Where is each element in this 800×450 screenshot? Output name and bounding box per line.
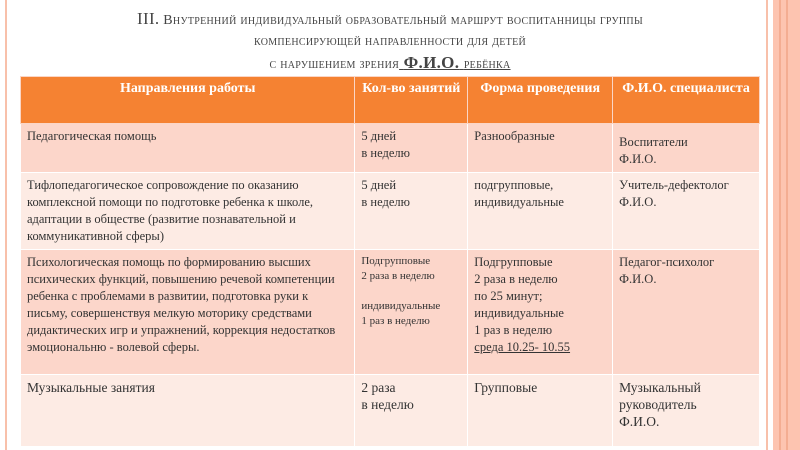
title-line3: с нарушением зрения: [269, 57, 400, 72]
cell-line: 5 дней: [361, 178, 397, 192]
cell-count: Подгрупповые 2 раза в неделю индивидуальн…: [354, 249, 469, 375]
cell-line: Ф.И.О.: [619, 272, 657, 286]
cell-line: Разнообразные: [474, 129, 555, 143]
table-row: Педагогическая помощь 5 дней в неделю Разно…: [19, 123, 760, 173]
cell-line: 2 раза в неделю: [361, 270, 435, 282]
cell-line: подгрупповые,: [474, 178, 554, 192]
cell-line: руководитель: [619, 397, 697, 412]
cell-line: Групповые: [474, 380, 538, 395]
slide-title: III. Внутренний индивидуальный образоват…: [20, 8, 760, 75]
cell-line: Музыкальный: [619, 380, 701, 395]
title-child-label: ребёнка: [463, 57, 511, 72]
header-count: Кол-во занятий: [354, 76, 469, 124]
cell-count: 2 раза в неделю: [354, 374, 469, 447]
table-row: Психологическая помощь по формированию в…: [19, 249, 760, 375]
cell-specialist: Музыкальный руководитель Ф.И.О.: [612, 374, 760, 447]
cell-form: Групповые: [467, 374, 614, 447]
cell-line: Учитель-дефектолог: [619, 178, 729, 192]
cell-line: 1 раз в неделю: [361, 315, 430, 327]
header-direction: Направления работы: [19, 76, 356, 124]
cell-line: индивидуальные: [474, 195, 564, 209]
cell-specialist: Педагог-психолог Ф.И.О.: [612, 249, 760, 375]
cell-line: 5 дней: [361, 129, 397, 143]
cell-form: Подгрупповые 2 раза в неделю по 25 минут; и…: [467, 249, 614, 375]
title-child-name: Ф.И.О.: [403, 53, 460, 72]
cell-line: Ф.И.О.: [619, 414, 660, 429]
cell-line: Педагог-психолог: [619, 255, 715, 269]
table-header: Направления работы Кол-во занятий Форма …: [19, 76, 760, 124]
right-decorative-band: [773, 0, 800, 450]
cell-line: Ф.И.О.: [619, 195, 657, 209]
cell-line: в неделю: [361, 146, 410, 160]
cell-count: 5 дней в неделю: [354, 123, 469, 173]
cell-line: индивидуальные: [474, 306, 564, 320]
cell-specialist: Учитель-дефектолог Ф.И.О.: [612, 172, 760, 250]
header-specialist: Ф.И.О. специалиста: [612, 76, 760, 124]
cell-direction: Музыкальные занятия: [19, 374, 356, 447]
cell-line: в неделю: [361, 195, 410, 209]
title-number: III.: [137, 9, 160, 28]
title-line1: Внутренний индивидуальный образовательны…: [163, 13, 643, 28]
cell-line: [361, 284, 461, 299]
cell-direction: Тифлопедагогическое сопровождение по ока…: [19, 172, 356, 250]
cell-line: индивидуальные: [361, 300, 441, 312]
cell-line: 2 раза: [361, 380, 396, 395]
cell-specialist: Воспитатели Ф.И.О.: [612, 123, 760, 173]
schedule-text: среда 10.25- 10.55: [474, 340, 571, 354]
cell-line: по 25 минут;: [474, 289, 543, 303]
cell-line: Ф.И.О.: [619, 152, 657, 166]
cell-line: Подгрупповые: [361, 255, 431, 267]
right-border-line: [766, 0, 768, 450]
cell-form: Разнообразные: [467, 123, 614, 173]
title-line2: компенсирующей направленности для детей: [253, 34, 527, 49]
cell-form: подгрупповые, индивидуальные: [467, 172, 614, 250]
left-border-line: [5, 0, 7, 450]
cell-line: 2 раза в неделю: [474, 272, 558, 286]
table-row: Музыкальные занятия 2 раза в неделю Группов…: [19, 374, 760, 447]
cell-line: 1 раз в неделю: [474, 323, 553, 337]
cell-direction: Педагогическая помощь: [19, 123, 356, 173]
table-row: Тифлопедагогическое сопровождение по ока…: [19, 172, 760, 250]
cell-line: в неделю: [361, 397, 414, 412]
header-form: Форма проведения: [467, 76, 614, 124]
cell-count: 5 дней в неделю: [354, 172, 469, 250]
cell-direction: Психологическая помощь по формированию в…: [19, 249, 356, 375]
route-table: Направления работы Кол-во занятий Форма …: [19, 76, 760, 447]
cell-line: Подгрупповые: [474, 255, 553, 269]
cell-line: Воспитатели: [619, 135, 688, 149]
